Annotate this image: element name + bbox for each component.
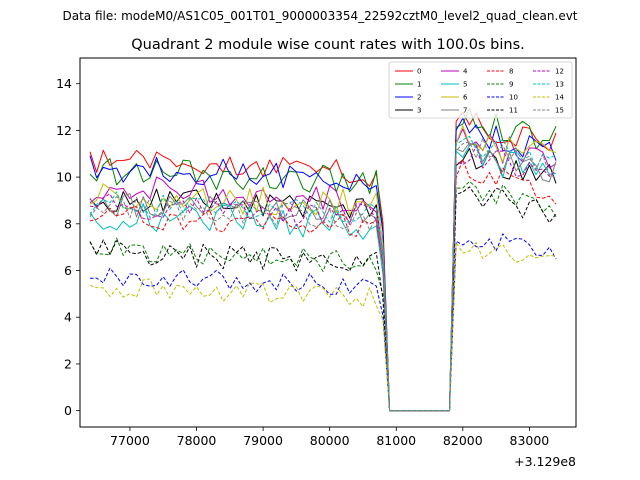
series-line-15 [89,137,557,412]
chart-title: Quadrant 2 module wise count rates with … [131,37,525,53]
legend-label-10: 10 [509,94,518,102]
series-line-9 [89,180,557,412]
series-line-11 [89,186,557,412]
series-line-2 [89,117,557,412]
legend-label-3: 3 [417,107,421,115]
x-tick-label: 83000 [510,433,550,448]
legend-label-6: 6 [463,94,468,102]
legend-label-9: 9 [509,81,513,89]
series-line-12 [89,145,557,412]
x-tick-label: 82000 [443,433,483,448]
x-tick-label: 81000 [376,433,416,448]
legend-label-5: 5 [463,81,467,89]
legend-label-11: 11 [509,107,518,115]
legend-label-12: 12 [555,68,564,76]
series-layer [89,107,557,412]
x-axis-offset-label: +3.129e8 [514,454,576,469]
plot-area-frame [79,57,577,428]
x-tick-label: 80000 [310,433,350,448]
x-tick-label: 79000 [243,433,283,448]
legend-label-14: 14 [555,94,564,102]
y-tick-label: 2 [64,356,72,371]
y-tick-label: 4 [64,310,72,325]
axis-ticks: 77000 78000 79000 80000 81000 82000 83000 0 2 4 6 8… [56,76,549,448]
y-tick-label: 10 [56,170,72,185]
series-line-3 [89,148,557,412]
y-tick-label: 12 [56,123,72,138]
x-tick-label: 77000 [110,433,150,448]
y-tick-label: 14 [56,76,72,91]
series-line-1 [89,107,557,412]
series-line-8 [89,159,557,412]
y-tick-label: 6 [64,263,72,278]
x-tick-label: 78000 [177,433,217,448]
legend-label-13: 13 [555,81,564,89]
series-line-14 [89,241,557,412]
legend-frame [388,61,573,119]
series-line-4 [89,128,557,412]
legend-label-15: 15 [555,107,564,115]
legend-label-8: 8 [509,68,513,76]
legend-label-1: 1 [417,81,421,89]
legend-label-4: 4 [463,68,468,76]
legend-label-7: 7 [463,107,467,115]
legend-label-2: 2 [417,94,421,102]
legend-label-0: 0 [417,68,421,76]
chart-suptitle: Data file: modeM0/AS1C05_001T01_90000033… [62,9,577,23]
y-tick-label: 0 [64,403,72,418]
series-line-10 [89,233,557,412]
y-tick-label: 8 [64,216,72,231]
